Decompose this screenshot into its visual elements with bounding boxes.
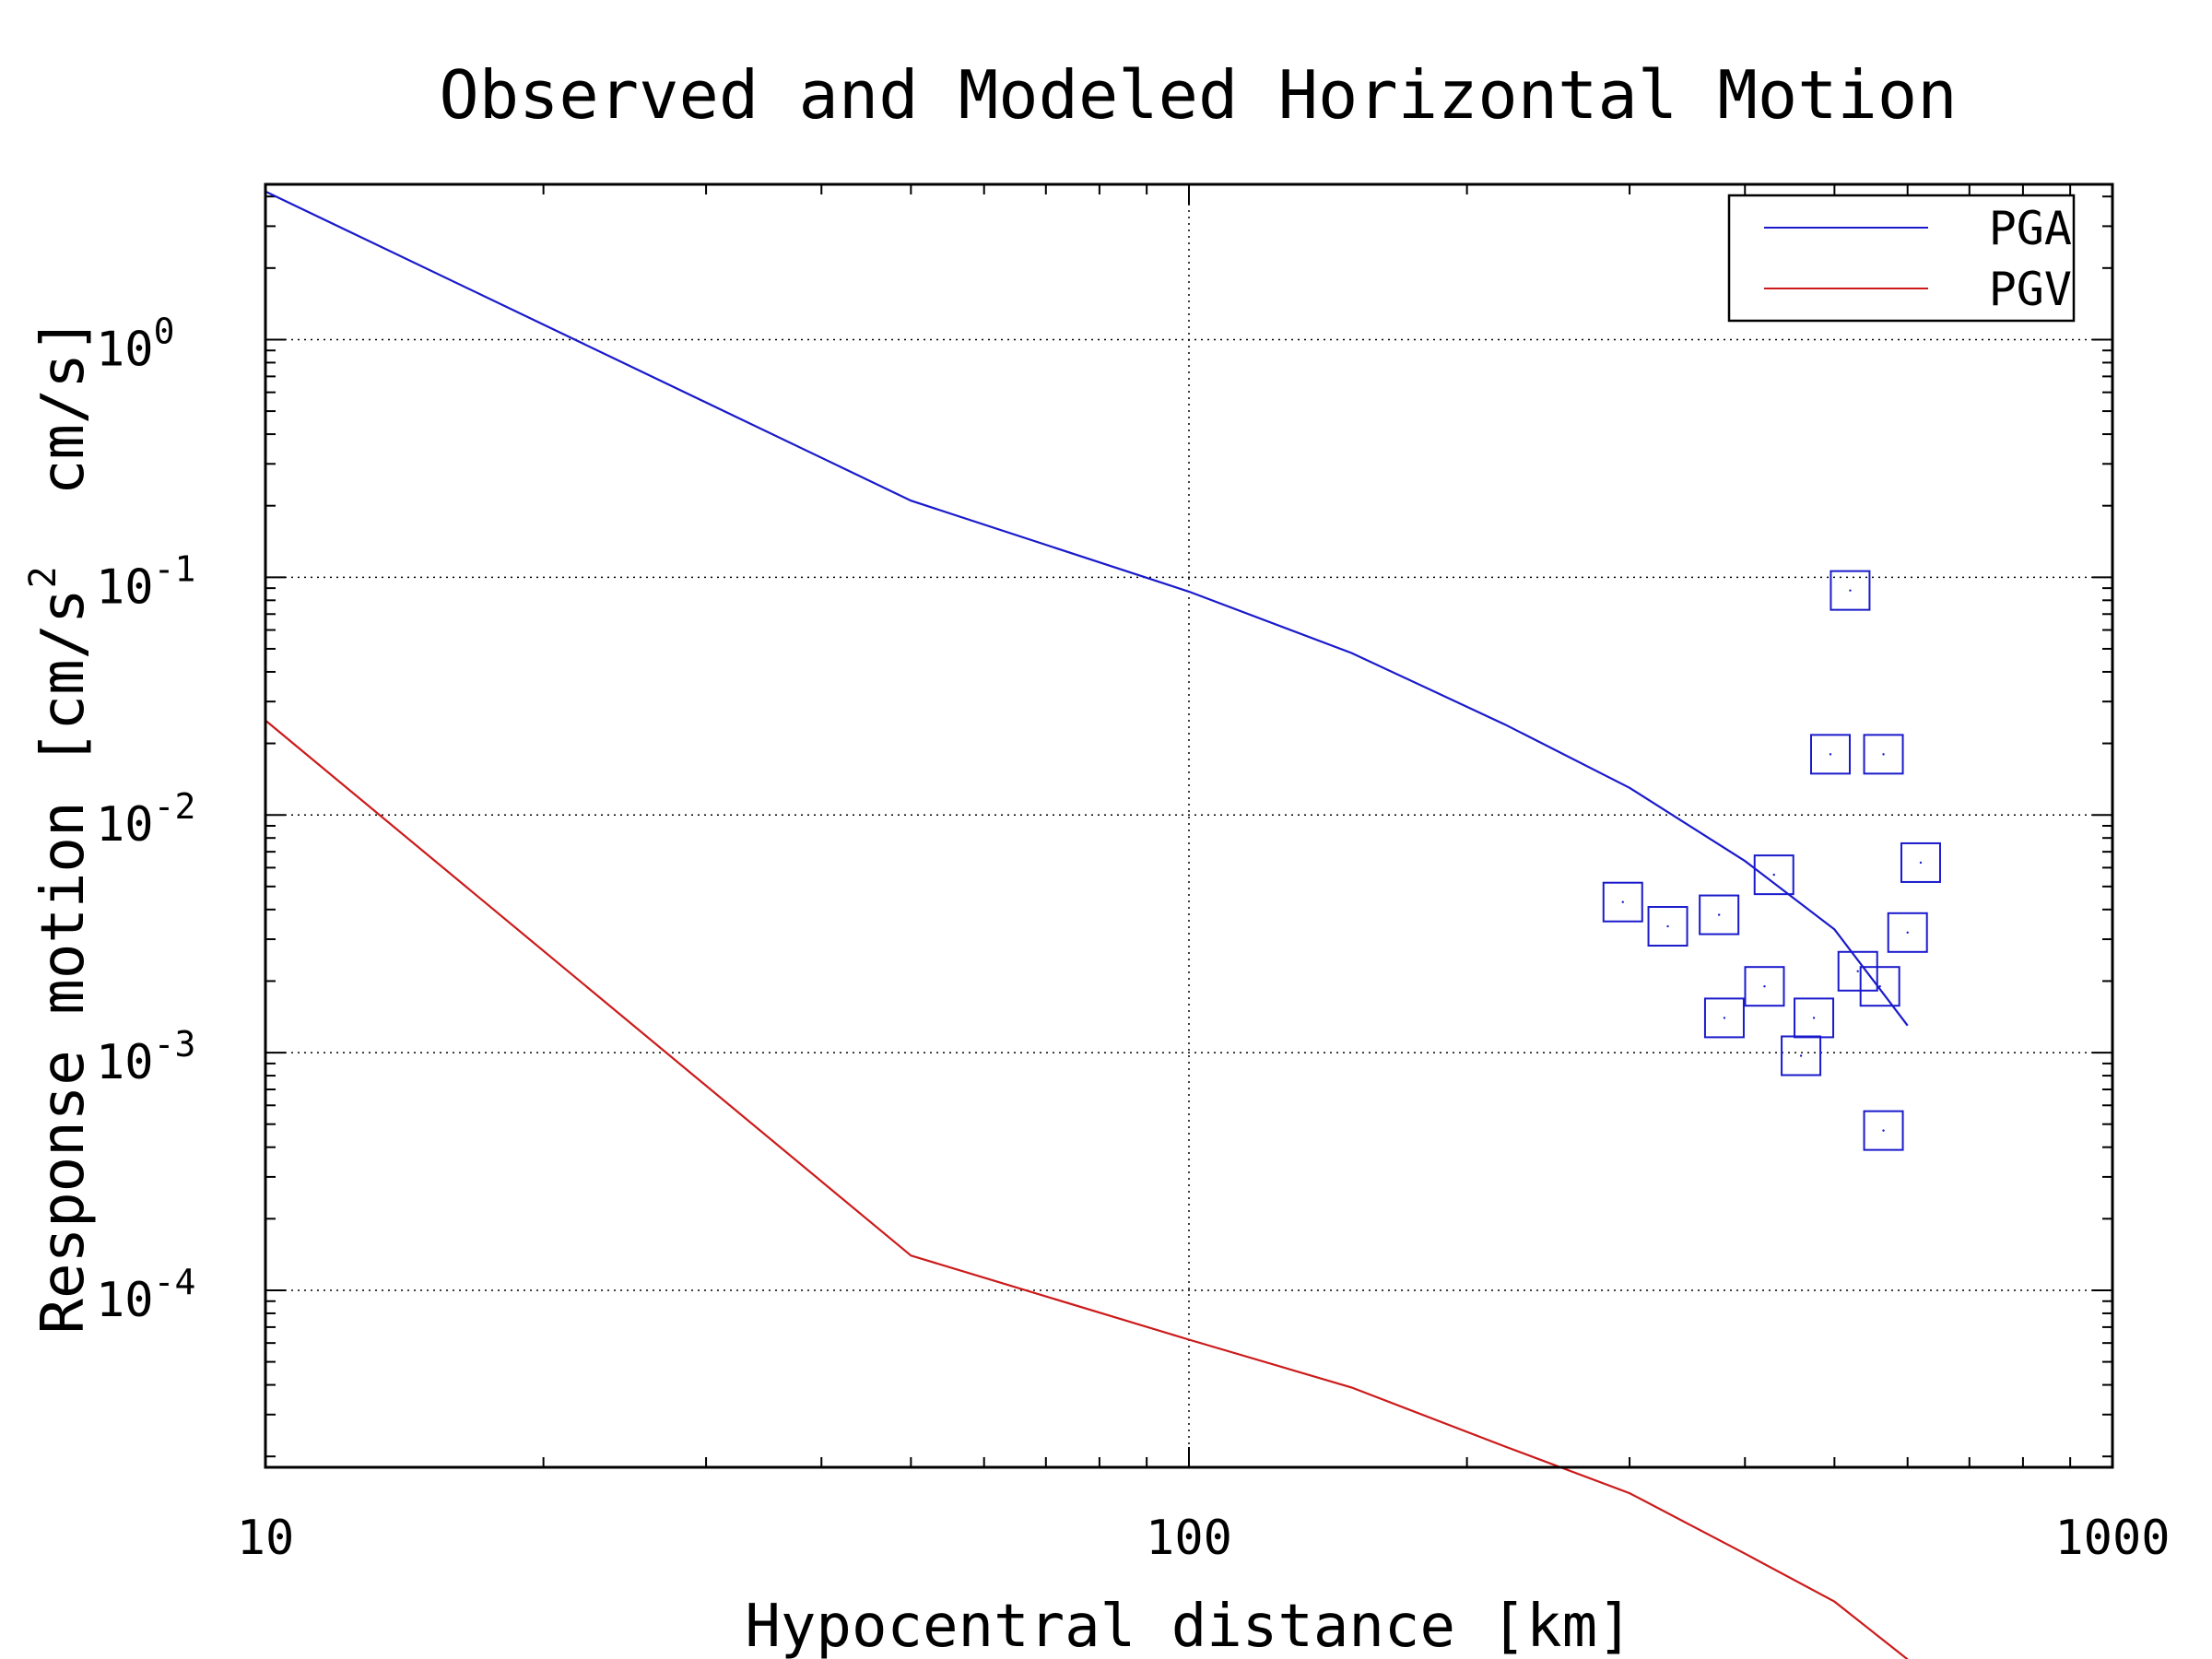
pga-observed-dot bbox=[1849, 589, 1852, 592]
pga-observed-dot bbox=[1878, 984, 1881, 988]
pga-observed-marker bbox=[1863, 734, 1904, 775]
series-layer bbox=[265, 190, 1941, 1659]
pga-observed-marker bbox=[1887, 912, 1928, 953]
y-tick-exponent: -1 bbox=[154, 548, 196, 589]
y-tick-base: 10 bbox=[96, 559, 154, 615]
y-tick-base: 10 bbox=[96, 1273, 154, 1328]
pga-observed-marker bbox=[1837, 950, 1878, 992]
y-tick-label: 10-2 bbox=[96, 786, 195, 853]
pga-observed-dot bbox=[1621, 900, 1624, 903]
x-tick-label: 10 bbox=[237, 1511, 295, 1566]
pga-observed-marker bbox=[1809, 734, 1851, 775]
y-tick-exponent: 0 bbox=[154, 311, 175, 351]
pga-observed-marker bbox=[1753, 854, 1794, 896]
x-tick-label: 1000 bbox=[2054, 1511, 2170, 1566]
pga-observed-marker bbox=[1703, 997, 1745, 1039]
y-tick-base: 10 bbox=[96, 322, 154, 377]
y-axis-label-prefix: Response motion [cm/s bbox=[29, 588, 98, 1334]
y-tick-label: 10-1 bbox=[96, 548, 195, 615]
y-tick-label: 100 bbox=[96, 311, 175, 377]
y-axis-label: Response motion [cm/s2 cm/s] bbox=[22, 318, 98, 1335]
pga-observed-dot bbox=[1812, 1017, 1816, 1019]
pgv-model-line bbox=[265, 719, 1909, 1659]
pga-observed-dot bbox=[1882, 1129, 1885, 1132]
y-tick-exponent: -4 bbox=[154, 1262, 196, 1302]
pga-observed-marker bbox=[1602, 881, 1643, 923]
y-tick-exponent: -2 bbox=[154, 786, 196, 827]
pga-observed-dot bbox=[1919, 861, 1923, 865]
pga-observed-dot bbox=[1856, 970, 1859, 972]
pga-observed-marker bbox=[1781, 1035, 1822, 1077]
y-axis-label-suffix: cm/s] bbox=[29, 318, 98, 567]
pga-observed-marker bbox=[1859, 966, 1900, 1007]
pga-observed-marker bbox=[1900, 841, 1941, 883]
legend: PGA PGV bbox=[1727, 194, 2076, 323]
pga-observed-marker bbox=[1830, 570, 1871, 611]
plot-frame bbox=[264, 182, 2114, 1469]
chart-title: Observed and Modeled Horizontal Motion bbox=[439, 56, 1957, 134]
pga-observed-marker bbox=[1699, 894, 1740, 935]
y-axis-label-sup: 2 bbox=[22, 566, 65, 588]
legend-pgv-label: PGV bbox=[1989, 263, 2072, 316]
pga-observed-dot bbox=[1906, 931, 1909, 935]
pga-observed-dot bbox=[1882, 753, 1885, 756]
y-tick-base: 10 bbox=[96, 1035, 154, 1090]
y-tick-exponent: -3 bbox=[154, 1024, 196, 1065]
y-tick-label: 10-3 bbox=[96, 1024, 195, 1090]
pga-observed-dot bbox=[1763, 984, 1766, 988]
y-tick-label: 10-4 bbox=[96, 1262, 195, 1328]
series-pgv bbox=[265, 719, 1909, 1659]
series-pga bbox=[265, 190, 1941, 1151]
y-tick-base: 10 bbox=[96, 797, 154, 853]
pga-observed-dot bbox=[1829, 753, 1832, 756]
pga-observed-marker bbox=[1744, 966, 1785, 1007]
pga-observed-marker bbox=[1647, 906, 1688, 947]
pga-observed-marker bbox=[1863, 1110, 1904, 1151]
pga-model-line bbox=[265, 190, 1909, 1027]
legend-pga-label: PGA bbox=[1989, 202, 2072, 255]
x-tick-label: 100 bbox=[1146, 1511, 1232, 1566]
pga-observed-dot bbox=[1717, 913, 1721, 916]
axis-ticks bbox=[265, 184, 2113, 1467]
pga-observed-dot bbox=[1799, 1054, 1803, 1057]
pga-observed-dot bbox=[1666, 924, 1669, 928]
gridlines bbox=[265, 184, 2112, 1467]
legend-box bbox=[1727, 194, 2076, 323]
x-axis-label: Hypocentral distance [km] bbox=[745, 1593, 1632, 1659]
pga-observed-dot bbox=[1723, 1017, 1726, 1019]
pga-observed-dot bbox=[1772, 873, 1775, 877]
x-tick-labels: 10 100 1000 bbox=[237, 1511, 2171, 1566]
